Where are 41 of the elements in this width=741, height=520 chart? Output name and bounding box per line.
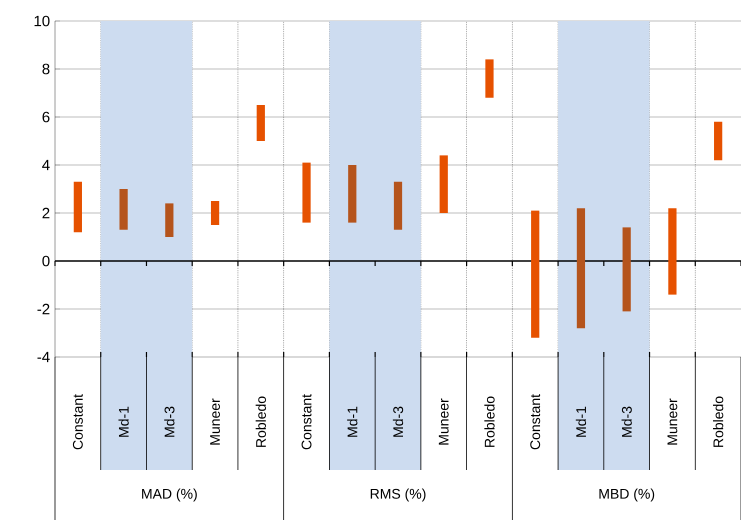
x-tick-label: Constant xyxy=(72,394,83,450)
x-tick-label: Md-1 xyxy=(118,406,129,437)
bar xyxy=(394,182,402,230)
bar xyxy=(440,155,448,213)
x-tick-label: Md-3 xyxy=(392,406,404,437)
bar xyxy=(256,105,265,141)
x-tick-label: Muneer xyxy=(668,398,678,445)
x-tick-label: Md-1 xyxy=(347,406,358,437)
bar xyxy=(74,182,82,232)
y-tick-label: -4 xyxy=(37,352,50,362)
x-tick-label: Constant xyxy=(530,394,540,450)
text: MBD (%) xyxy=(599,488,654,502)
y-tick-label: 4 xyxy=(42,160,50,170)
x-tick-label: Robledo xyxy=(484,396,495,447)
x-tick-label: Robledo xyxy=(713,396,724,447)
x-tick-label: Muneer xyxy=(438,398,449,445)
bar xyxy=(714,122,722,160)
x-tick-label: Md-1 xyxy=(576,406,586,437)
bar xyxy=(576,208,586,328)
bar xyxy=(165,203,174,237)
x-tick-label: Muneer xyxy=(210,398,220,445)
x-tick-label: Robledo xyxy=(256,396,266,447)
y-tick-label: 8 xyxy=(42,64,50,74)
x-tick-label: Md-3 xyxy=(164,406,174,437)
bar xyxy=(348,165,356,223)
bar xyxy=(119,189,128,230)
bar xyxy=(210,201,220,225)
x-tick-label: Constant xyxy=(302,394,312,450)
y-tick-label: 0 xyxy=(42,256,50,266)
y-tick-label: 10 xyxy=(34,16,50,26)
bar xyxy=(485,59,494,98)
y-tick-label: 2 xyxy=(42,208,50,218)
bar xyxy=(668,208,677,295)
y-tick-label: -2 xyxy=(37,304,50,314)
text: RMS (%) xyxy=(370,488,426,502)
bar xyxy=(302,162,311,223)
bar xyxy=(622,227,631,312)
bar xyxy=(531,210,540,338)
y-tick-label: 6 xyxy=(42,112,50,122)
x-tick-label: Md-3 xyxy=(622,406,632,437)
text: MAD (%) xyxy=(142,488,197,502)
